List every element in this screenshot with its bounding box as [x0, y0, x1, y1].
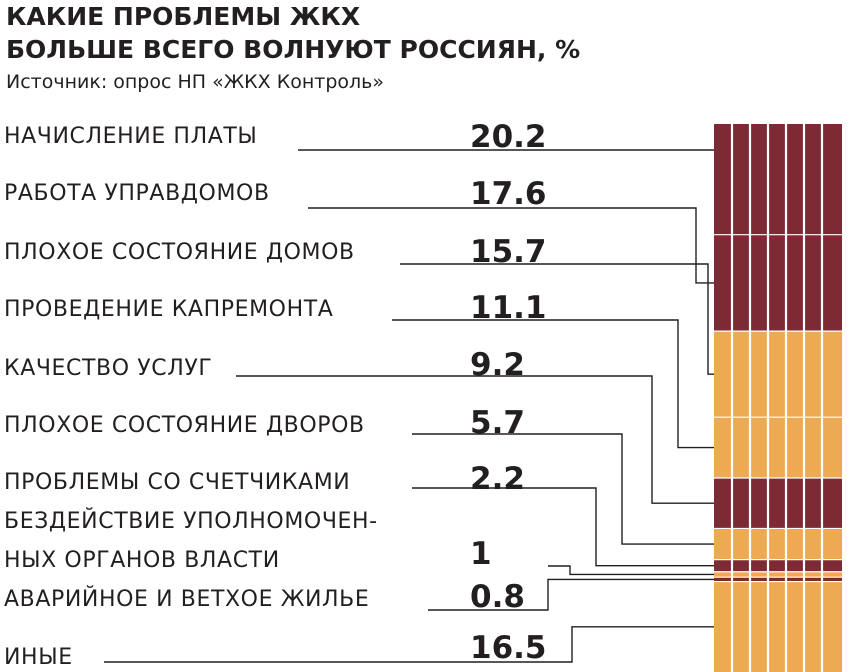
leader-line-3 [392, 319, 714, 449]
category-label-7-line1: БЕЗДЕЙСТВИЕ УПОЛНОМОЧЕН- [4, 508, 378, 534]
value-label-5: 5.7 [470, 405, 525, 441]
leader-line-1 [308, 207, 714, 284]
leader-line-4 [236, 375, 714, 504]
bar-segment-6 [714, 559, 842, 573]
value-label-4: 9.2 [470, 347, 525, 383]
value-label-1: 17.6 [470, 176, 547, 212]
bar-segment-3 [714, 417, 842, 479]
bar-segment-0 [714, 124, 842, 235]
bar-segment-9 [714, 581, 842, 672]
leader-line-7 [548, 565, 714, 576]
leader-line-9 [104, 626, 714, 663]
leader-line-5 [412, 433, 714, 545]
category-label-6: ПРОБЛЕМЫ СО СЧЕТЧИКАМИ [4, 470, 350, 495]
category-label-0: НАЧИСЛЕНИЕ ПЛАТЫ [4, 124, 257, 149]
leader-line-2 [400, 263, 714, 375]
value-label-0: 20.2 [470, 119, 547, 155]
bar-segment-8 [714, 577, 842, 582]
chart-title: КАКИЕ ПРОБЛЕМЫ ЖКХ БОЛЬШЕ ВСЕГО ВОЛНУЮТ … [6, 0, 580, 66]
bar-segment-4 [714, 478, 842, 529]
category-label-3: ПРОВЕДЕНИЕ КАПРЕМОНТА [4, 297, 333, 322]
bar-segment-1 [714, 234, 842, 332]
category-label-2: ПЛОХОЕ СОСТОЯНИЕ ДОМОВ [4, 240, 355, 265]
bar-segment-7 [714, 571, 842, 578]
chart-title-line2: БОЛЬШЕ ВСЕГО ВОЛНУЮТ РОССИЯН, % [6, 35, 581, 64]
bar-segment-5 [714, 528, 842, 560]
chart-title-line1: КАКИЕ ПРОБЛЕМЫ ЖКХ [6, 2, 361, 31]
category-label-1: РАБОТА УПРАВДОМОВ [4, 181, 270, 206]
value-label-9: 16.5 [470, 630, 547, 666]
value-label-6: 2.2 [470, 461, 525, 497]
leader-line-6 [412, 487, 714, 567]
chart-source: Источник: опрос НП «ЖКХ Контроль» [6, 71, 384, 93]
leader-line-8 [428, 578, 714, 611]
value-label-8: 0.8 [470, 579, 525, 615]
category-label-4: КАЧЕСТВО УСЛУГ [4, 356, 212, 381]
category-label-5: ПЛОХОЕ СОСТОЯНИЕ ДВОРОВ [4, 413, 365, 438]
value-label-7: 1 [470, 536, 492, 572]
category-label-9: ИНЫЕ [4, 645, 73, 670]
category-label-7-line2: НЫХ ОРГАНОВ ВЛАСТИ [4, 548, 280, 573]
bar-segment-2 [714, 331, 842, 418]
category-label-8: АВАРИЙНОЕ И ВЕТХОЕ ЖИЛЬЕ [4, 586, 369, 612]
